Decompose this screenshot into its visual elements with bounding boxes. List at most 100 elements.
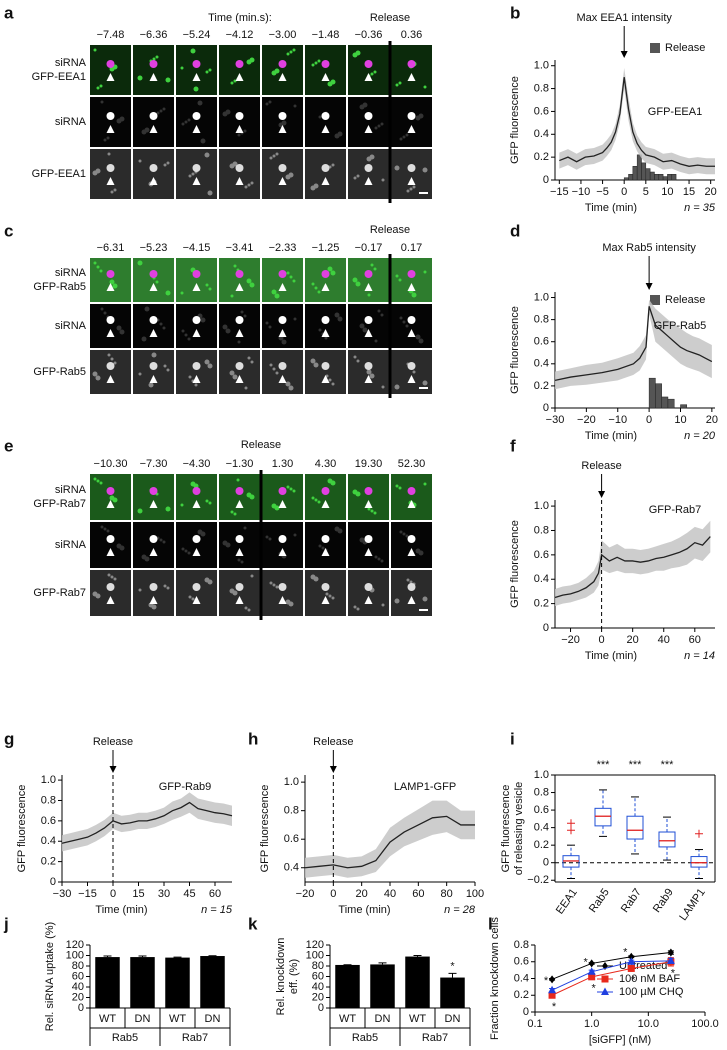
y-tick-label: 20 [72,991,84,1003]
arrowhead [407,548,416,556]
speckle [331,163,335,167]
arrowhead [407,500,416,508]
arrowhead [364,548,373,556]
vesicle [192,535,201,543]
speckle [355,491,361,497]
speckle [247,183,251,187]
speckle [93,261,97,265]
speckle [288,601,294,607]
speckle [330,79,336,85]
bar [165,957,190,1008]
speckle [144,127,150,133]
y-tick-label: 0.8 [284,805,299,817]
speckle [356,174,360,178]
arrowhead [149,73,158,81]
speckle [377,124,381,128]
y-tick-label: 80 [312,960,324,972]
speckle [230,510,234,514]
image-cell [219,258,260,302]
image-cell [176,570,217,616]
image-cell [262,474,303,520]
speckle [366,369,372,375]
speckle [331,596,335,600]
image-cell [176,304,217,348]
arrowhead [192,500,201,508]
row-label: GFP-Rab7 [33,498,86,510]
speckle [180,291,184,295]
arrowhead [407,177,416,185]
vesicle [106,60,115,68]
arrowhead [106,548,115,556]
panel-letter: i [510,729,515,748]
image-cell [219,97,260,147]
vesicle [149,316,158,324]
speckle [194,383,198,387]
y-tick-label: 1.0 [534,60,549,72]
legend-label: 100 µM CHQ [619,986,684,998]
y-tick-label: 1.0 [41,774,56,786]
image-cell [305,474,346,520]
speckle [412,370,416,374]
speckle [373,511,377,515]
speckle [370,72,374,76]
time-label: 1.30 [272,458,293,470]
release-bar [628,174,634,181]
speckle [225,542,231,548]
x-axis-label: Time (min) [585,202,637,214]
x-tick-label: −15 [78,888,97,900]
speckle [265,321,269,325]
release-bar [654,174,660,181]
y-tick-label: 0.8 [534,524,549,536]
n-label: n = 15 [201,904,233,916]
release-bar [662,176,668,181]
speckle [200,531,206,537]
image-cell [391,149,432,199]
x-tick-label: 15 [132,888,144,900]
speckle [395,274,399,278]
speckle [137,260,143,266]
vesicle [235,60,244,68]
speckle [353,605,357,609]
vesicle [106,362,115,370]
speckle [155,280,159,284]
speckle [367,293,371,297]
vesicle [192,112,201,120]
speckle [293,104,297,108]
panel-letter: a [4,3,14,22]
speckle [317,290,321,294]
speckle [96,86,100,90]
arrowhead [364,375,373,383]
speckle [99,481,103,485]
box [690,856,708,868]
arrowhead [192,596,201,604]
vesicle [364,362,373,370]
y-axis-label: Fraction knockdown cells [489,917,501,1040]
row-label: GFP-Rab5 [33,366,86,378]
arrowhead [235,500,244,508]
arrowhead [192,375,201,383]
annotation: Release [581,460,621,472]
y-tick-label: 0.4 [534,573,549,585]
release-bar [667,398,675,409]
group-label: Rab7 [422,1032,448,1044]
speckle [138,372,142,376]
speckle [411,292,417,298]
x-tick-label: 10 [674,414,686,426]
speckle [205,70,209,74]
arrowhead [321,500,330,508]
speckle [232,374,238,380]
speckle [138,588,142,592]
speckle [405,133,409,137]
group-label: Rab7 [182,1032,208,1044]
x-tick-label: 0.1 [527,1018,542,1030]
marker [588,973,596,981]
speckle [159,109,163,113]
arrowhead [278,73,287,81]
x-tick-label: WT [409,1013,426,1025]
confidence-band [62,792,232,852]
time-label: 19.30 [355,458,383,470]
speckle [367,507,371,511]
series-line [551,961,671,996]
speckle [187,551,191,555]
y-tick-label: 0.2 [534,380,549,392]
